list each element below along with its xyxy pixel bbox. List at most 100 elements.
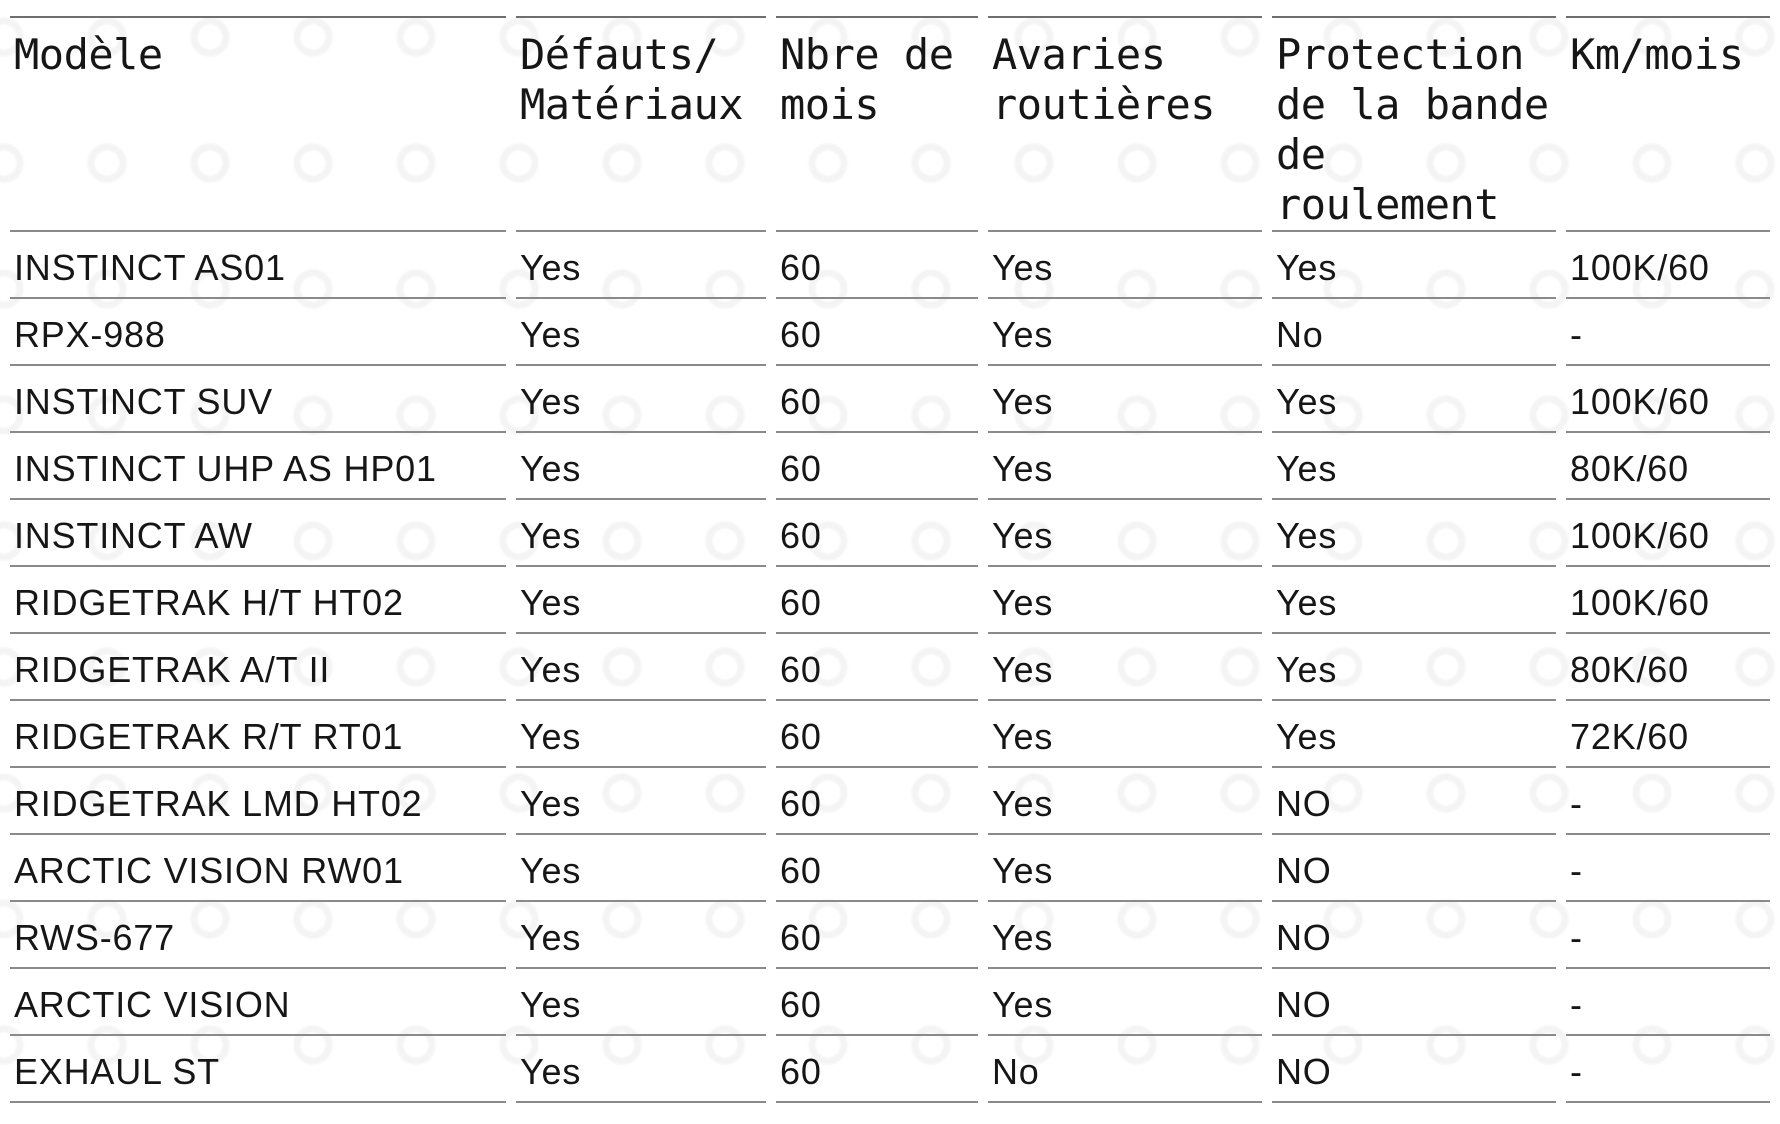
cell-km-month: - — [1566, 969, 1770, 1036]
cell-model: RIDGETRAK A/T II — [10, 634, 506, 701]
cell-months: 60 — [776, 768, 978, 835]
cell-model: RWS-677 — [10, 902, 506, 969]
table-row: RIDGETRAK LMD HT02 Yes 60 Yes NO - — [10, 768, 1770, 835]
cell-km-month: - — [1566, 835, 1770, 902]
table-row: INSTINCT AS01 Yes 60 Yes Yes 100K/60 — [10, 232, 1770, 299]
cell-defects-materials: Yes — [516, 299, 766, 366]
cell-model: INSTINCT AW — [10, 500, 506, 567]
cell-tread-protection: Yes — [1272, 701, 1556, 768]
cell-model: ARCTIC VISION — [10, 969, 506, 1036]
table-row: RIDGETRAK A/T II Yes 60 Yes Yes 80K/60 — [10, 634, 1770, 701]
cell-km-month: - — [1566, 1036, 1770, 1103]
cell-model: EXHAUL ST — [10, 1036, 506, 1103]
header-row: Modèle Défauts/ Matériaux Nbre de mois Avar… — [10, 16, 1770, 232]
cell-tread-protection: Yes — [1272, 433, 1556, 500]
cell-defects-materials: Yes — [516, 433, 766, 500]
cell-km-month: 100K/60 — [1566, 232, 1770, 299]
cell-months: 60 — [776, 1036, 978, 1103]
cell-defects-materials: Yes — [516, 634, 766, 701]
cell-road-hazard: Yes — [988, 902, 1262, 969]
table-row: INSTINCT AW Yes 60 Yes Yes 100K/60 — [10, 500, 1770, 567]
cell-model: RIDGETRAK H/T HT02 — [10, 567, 506, 634]
table-row: ARCTIC VISION Yes 60 Yes NO - — [10, 969, 1770, 1036]
cell-tread-protection: Yes — [1272, 232, 1556, 299]
cell-defects-materials: Yes — [516, 1036, 766, 1103]
cell-km-month: 80K/60 — [1566, 433, 1770, 500]
cell-model: INSTINCT AS01 — [10, 232, 506, 299]
table-row: RPX-988 Yes 60 Yes No - — [10, 299, 1770, 366]
cell-months: 60 — [776, 701, 978, 768]
cell-model: RPX-988 — [10, 299, 506, 366]
cell-road-hazard: Yes — [988, 232, 1262, 299]
cell-months: 60 — [776, 835, 978, 902]
cell-km-month: 100K/60 — [1566, 500, 1770, 567]
cell-km-month: - — [1566, 902, 1770, 969]
cell-defects-materials: Yes — [516, 366, 766, 433]
cell-road-hazard: Yes — [988, 500, 1262, 567]
table-row: INSTINCT UHP AS HP01 Yes 60 Yes Yes 80K/60 — [10, 433, 1770, 500]
cell-model: ARCTIC VISION RW01 — [10, 835, 506, 902]
cell-km-month: 80K/60 — [1566, 634, 1770, 701]
cell-model: INSTINCT UHP AS HP01 — [10, 433, 506, 500]
column-header-tread-protection: Protection de la bande de roulement — [1272, 16, 1556, 232]
cell-model: RIDGETRAK LMD HT02 — [10, 768, 506, 835]
table-row: RWS-677 Yes 60 Yes NO - — [10, 902, 1770, 969]
cell-tread-protection: NO — [1272, 969, 1556, 1036]
cell-months: 60 — [776, 366, 978, 433]
table-row: INSTINCT SUV Yes 60 Yes Yes 100K/60 — [10, 366, 1770, 433]
cell-months: 60 — [776, 634, 978, 701]
cell-road-hazard: No — [988, 1036, 1262, 1103]
column-header-model: Modèle — [10, 16, 506, 232]
cell-road-hazard: Yes — [988, 768, 1262, 835]
cell-months: 60 — [776, 969, 978, 1036]
cell-road-hazard: Yes — [988, 433, 1262, 500]
cell-km-month: - — [1566, 299, 1770, 366]
cell-months: 60 — [776, 500, 978, 567]
cell-road-hazard: Yes — [988, 299, 1262, 366]
cell-tread-protection: Yes — [1272, 567, 1556, 634]
cell-model: INSTINCT SUV — [10, 366, 506, 433]
cell-tread-protection: Yes — [1272, 366, 1556, 433]
column-header-months: Nbre de mois — [776, 16, 978, 232]
cell-months: 60 — [776, 433, 978, 500]
table-row: ARCTIC VISION RW01 Yes 60 Yes NO - — [10, 835, 1770, 902]
table-row: RIDGETRAK R/T RT01 Yes 60 Yes Yes 72K/60 — [10, 701, 1770, 768]
cell-road-hazard: Yes — [988, 835, 1262, 902]
cell-tread-protection: No — [1272, 299, 1556, 366]
cell-road-hazard: Yes — [988, 701, 1262, 768]
table-row: RIDGETRAK H/T HT02 Yes 60 Yes Yes 100K/60 — [10, 567, 1770, 634]
cell-road-hazard: Yes — [988, 366, 1262, 433]
cell-months: 60 — [776, 902, 978, 969]
cell-km-month: 100K/60 — [1566, 567, 1770, 634]
cell-defects-materials: Yes — [516, 701, 766, 768]
cell-defects-materials: Yes — [516, 835, 766, 902]
column-header-km-month: Km/mois — [1566, 16, 1770, 232]
cell-defects-materials: Yes — [516, 500, 766, 567]
cell-months: 60 — [776, 232, 978, 299]
cell-km-month: - — [1566, 768, 1770, 835]
cell-tread-protection: NO — [1272, 768, 1556, 835]
cell-tread-protection: NO — [1272, 902, 1556, 969]
column-header-road-hazard: Avaries routières — [988, 16, 1262, 232]
cell-defects-materials: Yes — [516, 902, 766, 969]
table-row: EXHAUL ST Yes 60 No NO - — [10, 1036, 1770, 1103]
tire-warranty-table: Modèle Défauts/ Matériaux Nbre de mois Avar… — [0, 16, 1780, 1103]
cell-road-hazard: Yes — [988, 567, 1262, 634]
cell-tread-protection: NO — [1272, 1036, 1556, 1103]
cell-months: 60 — [776, 299, 978, 366]
cell-model: RIDGETRAK R/T RT01 — [10, 701, 506, 768]
cell-km-month: 100K/60 — [1566, 366, 1770, 433]
cell-tread-protection: Yes — [1272, 500, 1556, 567]
cell-defects-materials: Yes — [516, 969, 766, 1036]
cell-tread-protection: NO — [1272, 835, 1556, 902]
cell-defects-materials: Yes — [516, 232, 766, 299]
table-header: Modèle Défauts/ Matériaux Nbre de mois Avar… — [10, 16, 1770, 232]
table-body: INSTINCT AS01 Yes 60 Yes Yes 100K/60 RPX-988 Ye… — [10, 232, 1770, 1103]
column-header-defects-materials: Défauts/ Matériaux — [516, 16, 766, 232]
cell-months: 60 — [776, 567, 978, 634]
cell-defects-materials: Yes — [516, 567, 766, 634]
cell-road-hazard: Yes — [988, 634, 1262, 701]
cell-defects-materials: Yes — [516, 768, 766, 835]
cell-road-hazard: Yes — [988, 969, 1262, 1036]
cell-tread-protection: Yes — [1272, 634, 1556, 701]
